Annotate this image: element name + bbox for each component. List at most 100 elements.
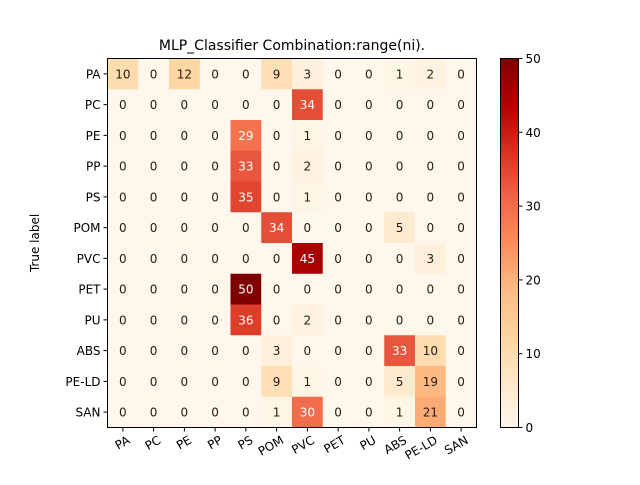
cell-value-label: 0 [457, 283, 465, 297]
cell-value-label: 2 [304, 313, 312, 327]
heatmap-cell [384, 304, 416, 336]
cell-value-label: 0 [334, 313, 342, 327]
cell-value-label: 1 [273, 406, 281, 420]
cell-value-label: 0 [150, 313, 158, 327]
x-tick-label: PA [113, 433, 133, 453]
cell-value-label: 19 [423, 375, 438, 389]
heatmap-cell [322, 58, 354, 90]
cell-value-label: 0 [457, 313, 465, 327]
heatmap-cell [199, 58, 231, 90]
heatmap-cell [230, 396, 262, 428]
heatmap-cell [230, 366, 262, 398]
cell-value-label: 0 [334, 375, 342, 389]
heatmap-cell [322, 366, 354, 398]
heatmap-cell [199, 273, 231, 305]
heatmap-cell [353, 304, 385, 336]
heatmap-cell [445, 304, 477, 336]
heatmap-cell [445, 243, 477, 275]
cell-value-label: 0 [427, 221, 435, 235]
heatmap-cell [169, 89, 201, 121]
x-tick-label: PET [321, 433, 348, 457]
cell-value-label: 0 [273, 283, 281, 297]
heatmap-cell [169, 366, 201, 398]
heatmap-cell [169, 396, 201, 428]
cell-value-label: 36 [238, 313, 253, 327]
heatmap-cell [261, 120, 293, 152]
cell-value-label: 0 [334, 283, 342, 297]
cell-value-label: 0 [365, 67, 373, 81]
heatmap-cell [138, 304, 170, 336]
heatmap-cell [261, 335, 293, 367]
heatmap-cell [415, 89, 447, 121]
heatmap-cell [322, 396, 354, 428]
heatmap-cell [261, 396, 293, 428]
heatmap-cell [292, 304, 324, 336]
cell-value-label: 0 [396, 160, 404, 174]
cell-value-label: 0 [365, 221, 373, 235]
cell-value-label: 0 [211, 283, 219, 297]
cell-value-label: 0 [304, 344, 312, 358]
heatmap-cell [138, 273, 170, 305]
heatmap-cell [230, 89, 262, 121]
heatmap-cell [384, 243, 416, 275]
cell-value-label: 21 [423, 406, 438, 420]
heatmap-cell [445, 120, 477, 152]
heatmap-cell [230, 120, 262, 152]
heatmap-cell [322, 243, 354, 275]
cell-value-label: 0 [211, 98, 219, 112]
cell-value-label: 0 [211, 190, 219, 204]
cell-value-label: 0 [150, 190, 158, 204]
cell-value-label: 0 [396, 313, 404, 327]
cell-value-label: 3 [304, 67, 312, 81]
cell-value-label: 0 [396, 129, 404, 143]
cell-value-label: 0 [457, 221, 465, 235]
cell-value-label: 0 [211, 129, 219, 143]
heatmap-cell [199, 89, 231, 121]
y-tick-label: PE-LD [65, 375, 100, 389]
cell-value-label: 0 [211, 375, 219, 389]
cell-value-label: 0 [119, 313, 127, 327]
cell-value-label: 0 [273, 129, 281, 143]
heatmap-cell [230, 304, 262, 336]
heatmap-cell [169, 273, 201, 305]
heatmap-cell [384, 58, 416, 90]
heatmap-cell [292, 212, 324, 244]
heatmap-cell [292, 366, 324, 398]
heatmap-cell [230, 150, 262, 182]
cell-value-label: 0 [396, 190, 404, 204]
heatmap-cell [292, 243, 324, 275]
x-tick-label: PC [143, 433, 164, 453]
heatmap-cell [230, 58, 262, 90]
heatmap-frame [107, 58, 477, 428]
colorbar-tick-label: 0 [526, 421, 534, 435]
colorbar-tick-label: 40 [526, 126, 541, 140]
heatmap-cell [445, 335, 477, 367]
heatmap-cell [261, 243, 293, 275]
heatmap-cell-labels: 10 0 12 0 0 9 3 0 0 1 2 00 0 0 0 0 0 34 0 0 0 0 00 0 0 0 29 0 1 0 0 0 0 0… [115, 67, 465, 419]
cell-value-label: 29 [238, 129, 253, 143]
y-tick-label: PU [84, 313, 100, 327]
x-tick-label: SAN [442, 433, 471, 458]
cell-value-label: 0 [365, 252, 373, 266]
cell-value-label: 0 [457, 252, 465, 266]
heatmap-cell [353, 150, 385, 182]
x-tick-label: PVC [289, 433, 317, 457]
heatmap-cell [261, 89, 293, 121]
heatmap-cell [353, 58, 385, 90]
cell-value-label: 0 [334, 221, 342, 235]
cell-value-label: 1 [396, 67, 404, 81]
cell-value-label: 0 [242, 67, 250, 81]
cell-value-label: 0 [365, 283, 373, 297]
cell-value-label: 5 [396, 375, 404, 389]
cell-value-label: 0 [181, 375, 189, 389]
heatmap-cell [384, 181, 416, 213]
heatmap-cell [230, 243, 262, 275]
heatmap-cell [138, 366, 170, 398]
colorbar-ticks: 0 10 20 30 40 50 [518, 52, 541, 435]
cell-value-label: 0 [427, 190, 435, 204]
heatmap-cell [445, 396, 477, 428]
cell-value-label: 0 [119, 252, 127, 266]
cell-value-label: 34 [269, 221, 284, 235]
y-tick-label: PVC [77, 252, 101, 266]
